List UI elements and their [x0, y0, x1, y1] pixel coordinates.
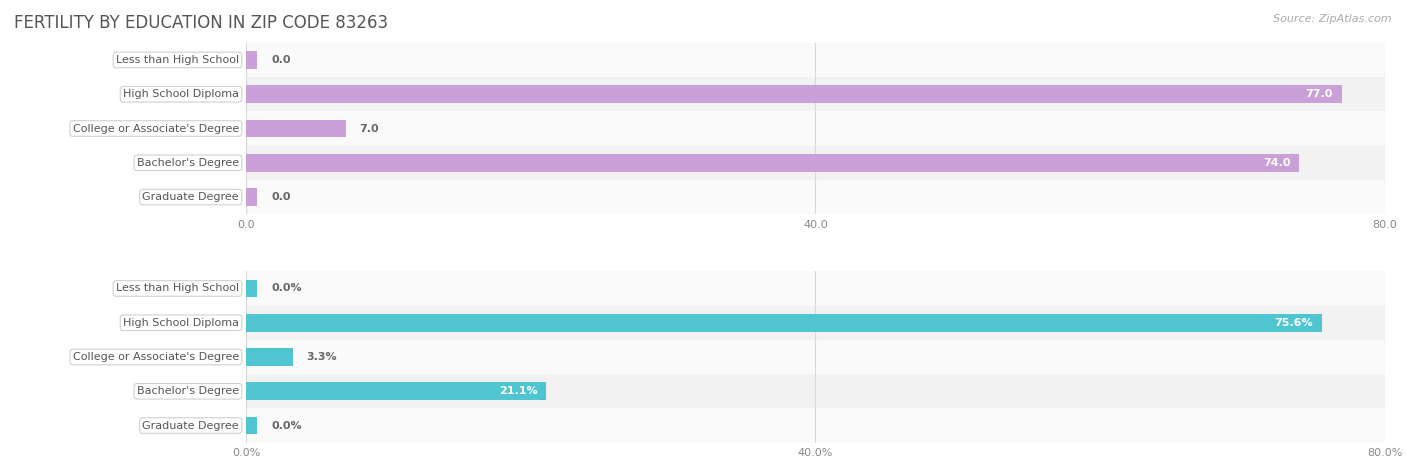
Text: FERTILITY BY EDUCATION IN ZIP CODE 83263: FERTILITY BY EDUCATION IN ZIP CODE 83263: [14, 14, 388, 32]
Bar: [246, 43, 1385, 77]
Text: Less than High School: Less than High School: [115, 283, 239, 294]
Bar: [246, 271, 1385, 306]
Text: High School Diploma: High School Diploma: [122, 89, 239, 99]
Bar: [246, 180, 1385, 214]
Text: 77.0: 77.0: [1306, 89, 1333, 99]
Bar: [246, 111, 1385, 146]
Text: 7.0: 7.0: [360, 123, 380, 134]
Text: College or Associate's Degree: College or Associate's Degree: [73, 123, 239, 134]
Bar: [246, 408, 1385, 443]
Bar: [246, 146, 1385, 180]
Bar: [246, 382, 547, 400]
Bar: [246, 154, 1299, 172]
Bar: [246, 348, 292, 366]
Text: 21.1%: 21.1%: [499, 386, 537, 397]
Bar: [246, 306, 1385, 340]
Bar: [246, 416, 257, 435]
Bar: [246, 77, 1385, 111]
Text: Less than High School: Less than High School: [115, 55, 239, 65]
Bar: [246, 279, 257, 298]
Text: Graduate Degree: Graduate Degree: [142, 420, 239, 431]
Text: 3.3%: 3.3%: [307, 352, 337, 362]
Text: 0.0%: 0.0%: [271, 420, 302, 431]
Text: 74.0: 74.0: [1263, 158, 1291, 168]
Text: Bachelor's Degree: Bachelor's Degree: [136, 386, 239, 397]
Bar: [246, 119, 346, 138]
Bar: [246, 51, 257, 69]
Text: High School Diploma: High School Diploma: [122, 317, 239, 328]
Bar: [246, 340, 1385, 374]
Text: 75.6%: 75.6%: [1274, 317, 1313, 328]
Text: Graduate Degree: Graduate Degree: [142, 192, 239, 202]
Bar: [246, 374, 1385, 408]
Text: Bachelor's Degree: Bachelor's Degree: [136, 158, 239, 168]
Bar: [246, 314, 1322, 332]
Text: 0.0: 0.0: [271, 192, 291, 202]
Text: Source: ZipAtlas.com: Source: ZipAtlas.com: [1274, 14, 1392, 24]
Bar: [246, 85, 1343, 103]
Text: 0.0: 0.0: [271, 55, 291, 65]
Bar: [246, 188, 257, 206]
Text: College or Associate's Degree: College or Associate's Degree: [73, 352, 239, 362]
Text: 0.0%: 0.0%: [271, 283, 302, 294]
